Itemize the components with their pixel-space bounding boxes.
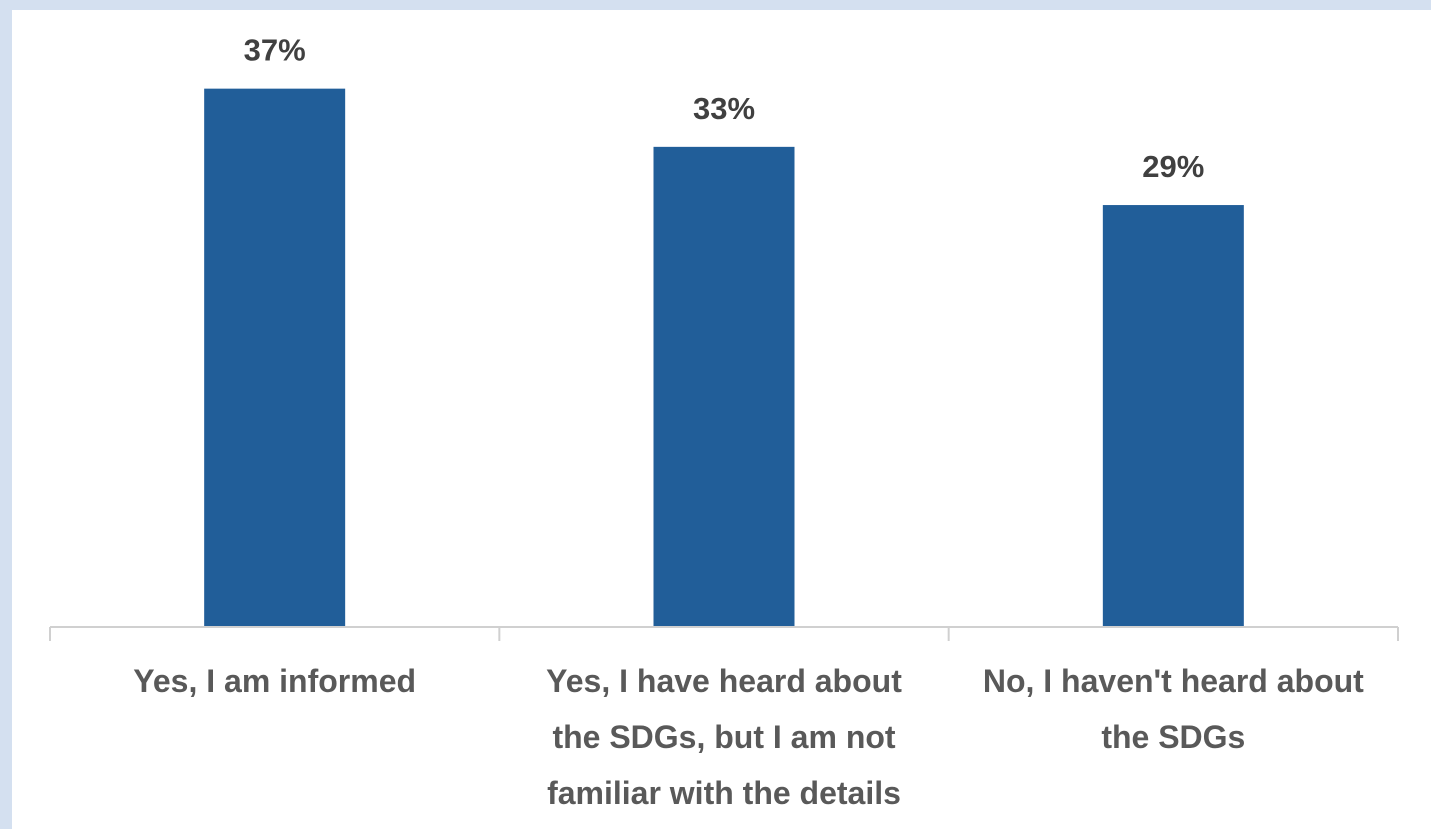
bar-2	[653, 146, 795, 627]
category-label-3: No, I haven't heard about the SDGs	[983, 663, 1364, 755]
category-label-line: Yes, I am informed	[133, 663, 416, 699]
bar-1	[204, 88, 346, 627]
bar-3	[1102, 205, 1244, 628]
category-label-2: Yes, I have heard about the SDGs, but I a…	[546, 663, 902, 811]
data-label-2: 33%	[693, 91, 755, 126]
category-label-line: familiar with the details	[547, 775, 901, 811]
category-label-1: Yes, I am informed	[133, 663, 416, 699]
category-label-line: the SDGs	[1101, 719, 1245, 755]
category-label-line: Yes, I have heard about	[546, 663, 902, 699]
chart-panel: 37% 33% 29% Yes, I am informed Yes, I have …	[12, 10, 1431, 829]
category-label-line: the SDGs, but I am not	[552, 719, 895, 755]
bar-chart: 37% 33% 29% Yes, I am informed Yes, I have …	[49, 33, 1399, 811]
bars-layer	[204, 88, 1244, 628]
data-label-3: 29%	[1142, 149, 1204, 184]
category-labels-layer: Yes, I am informed Yes, I have heard abou…	[133, 663, 1364, 811]
data-labels-layer: 37% 33% 29%	[244, 33, 1205, 184]
x-axis	[49, 626, 1399, 641]
data-label-1: 37%	[244, 33, 306, 68]
category-label-line: No, I haven't heard about	[983, 663, 1364, 699]
